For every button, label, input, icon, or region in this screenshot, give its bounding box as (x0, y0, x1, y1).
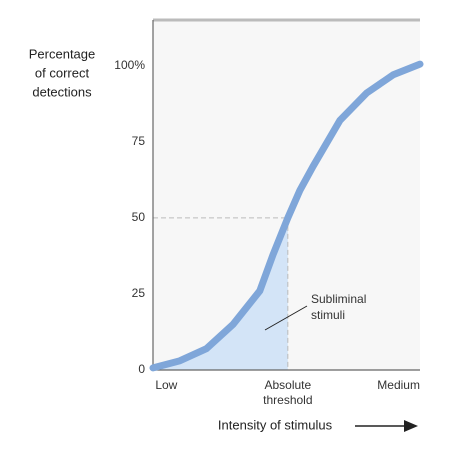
x-tick-label: Absolute threshold (263, 378, 312, 407)
y-tick-label: 0 (138, 362, 145, 376)
annotation: stimuli (311, 308, 345, 322)
x-arrow (355, 420, 418, 432)
y-tick-label: 75 (132, 134, 146, 148)
x-tick-label: Low (155, 378, 177, 392)
x-tick-label: Medium (377, 378, 420, 392)
y-tick-label: 50 (132, 210, 146, 224)
y-label-line: Percentage (29, 46, 96, 61)
subliminal-area (153, 217, 288, 370)
x-axis-label: Intensity of stimulus (218, 417, 333, 432)
annotation: Subliminal (311, 292, 366, 306)
y-tick-label: 25 (132, 286, 146, 300)
curve (149, 60, 424, 372)
y-axis-label: Percentage of correct detections (29, 46, 96, 99)
annotation-pointer (264, 305, 308, 331)
y-label-line: of correct (35, 65, 90, 80)
y-tick-label: 100% (114, 58, 145, 72)
y-label-line: detections (32, 84, 92, 99)
